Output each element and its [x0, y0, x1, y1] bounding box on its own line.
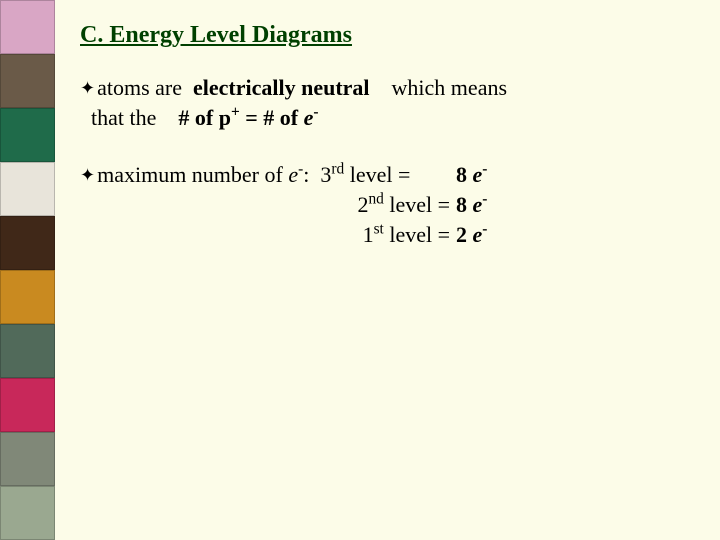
b1-mid-a: which means [392, 75, 507, 100]
b1-bold2: # of p+ = # of e- [178, 105, 318, 130]
bullet-2: ✦maximum number of e-: 3rd level = 8 e- … [80, 160, 690, 249]
lvl-1-rest: level = [384, 192, 450, 217]
b1-bold1: electrically neutral [193, 75, 370, 100]
content-area: C. Energy Level Diagrams ✦atoms are elec… [80, 22, 690, 277]
b2-colon: : [303, 162, 309, 187]
slide: C. Energy Level Diagrams ✦atoms are elec… [0, 0, 720, 540]
lvl-1-num: 2 [357, 192, 368, 217]
lvl-0-ord: rd [331, 161, 344, 178]
thumb-1 [0, 0, 55, 54]
lvl-2-val: 2 e- [456, 220, 536, 250]
bullet-icon: ✦ [80, 78, 95, 98]
lvl-2-num: 1 [363, 222, 374, 247]
thumb-10 [0, 486, 55, 540]
lvl-1-val: 8 e- [456, 190, 536, 220]
lvl-1-ord: nd [368, 191, 383, 208]
thumb-7 [0, 324, 55, 378]
lvl-2-ord: st [374, 220, 384, 237]
bullet-icon: ✦ [80, 165, 95, 185]
thumb-6 [0, 270, 55, 324]
b1-mid-b: that the [91, 105, 156, 130]
b1-prefix: atoms are [97, 75, 182, 100]
thumb-4 [0, 162, 55, 216]
thumb-9 [0, 432, 55, 486]
bullet-1: ✦atoms are electrically neutral which me… [80, 73, 690, 132]
lvl-0-val: 8 e- [456, 160, 536, 190]
bullet-list: ✦atoms are electrically neutral which me… [80, 73, 690, 249]
lvl-2-rest: level = [384, 222, 450, 247]
thumb-3 [0, 108, 55, 162]
section-title: C. Energy Level Diagrams [80, 22, 690, 49]
lvl-0-rest: level = [344, 162, 410, 187]
sidebar-thumbnails [0, 0, 55, 540]
lvl-0-num: 3 [320, 162, 331, 187]
thumb-8 [0, 378, 55, 432]
b2-e: e [288, 162, 298, 187]
thumb-5 [0, 216, 55, 270]
thumb-2 [0, 54, 55, 108]
b2-prefix: maximum number of [97, 162, 288, 187]
